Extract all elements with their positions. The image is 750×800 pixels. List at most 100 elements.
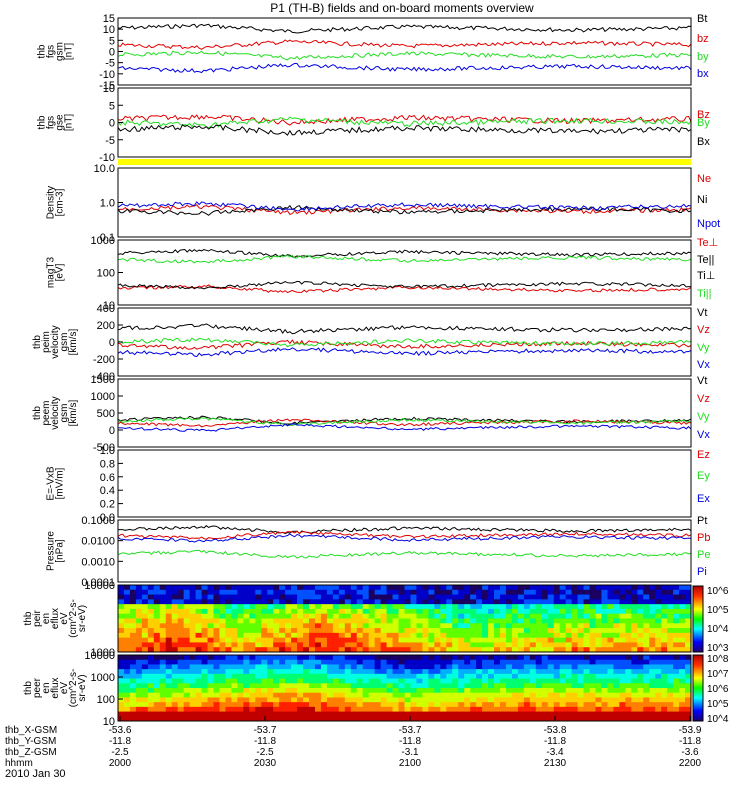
spectrogram-cell <box>535 647 543 653</box>
spectrogram-cell <box>637 632 644 639</box>
spectrogram-cell <box>368 599 376 605</box>
spectrogram-cell <box>458 608 465 615</box>
spectrogram-cell <box>523 678 531 684</box>
spectrogram-cell <box>201 716 208 722</box>
spectrogram-cell <box>679 632 686 639</box>
spectrogram-cell <box>362 647 370 653</box>
spectrogram-cell <box>213 618 220 624</box>
spectrogram-cell <box>607 613 614 619</box>
spectrogram-cell <box>171 599 179 605</box>
y-tick-label: 10 <box>103 24 115 36</box>
spectrogram-cell <box>679 688 686 694</box>
spectrogram-cell <box>613 623 620 629</box>
spectrogram-cell <box>135 613 143 619</box>
spectrogram-cell <box>129 632 137 639</box>
spectrogram-cell <box>649 697 656 703</box>
spectrogram-cell <box>685 697 692 703</box>
y-axis-label: peir <box>32 609 43 626</box>
spectrogram-cell <box>667 585 674 591</box>
spectrogram-cell <box>547 702 555 708</box>
spectrogram-cell <box>505 692 513 698</box>
spectrogram-cell <box>458 678 465 684</box>
spectrogram-cell <box>255 585 262 591</box>
spectrogram-cell <box>589 618 596 624</box>
spectrogram-cell <box>183 706 191 712</box>
spectrogram-cell <box>231 613 238 619</box>
spectrogram-cell <box>183 637 191 643</box>
spectrogram-cell <box>685 702 692 708</box>
spectrogram-cell <box>338 613 346 619</box>
spectrogram-cell <box>404 642 411 648</box>
spectrogram-cell <box>219 688 226 694</box>
spectrogram-cell <box>207 637 214 643</box>
spectrogram-cell <box>422 683 429 689</box>
series-line-2 <box>117 123 692 136</box>
spectrogram-cell <box>565 659 573 665</box>
spectrogram-cell <box>505 702 513 708</box>
spectrogram-cell <box>643 594 650 600</box>
spectrogram-cell <box>273 613 280 619</box>
spectrogram-cell <box>392 664 399 670</box>
spectrogram-cell <box>398 618 405 624</box>
spectrogram-cell <box>123 628 131 634</box>
spectrogram-cell <box>159 594 167 600</box>
spectrogram-cell <box>249 692 256 698</box>
spectrogram-cell <box>511 642 519 648</box>
spectrogram-cell <box>350 678 358 684</box>
spectrogram-cell <box>458 647 465 653</box>
spectrogram-cell <box>183 642 191 648</box>
spectrogram-cell <box>309 637 316 643</box>
spectrogram-cell <box>559 642 567 648</box>
spectrogram-cell <box>649 716 656 722</box>
y-axis-label: [eV] <box>55 263 66 281</box>
spectrogram-cell <box>135 632 143 639</box>
spectrogram-cell <box>529 692 537 698</box>
spectrogram-cell <box>553 711 561 717</box>
spectrogram-cell <box>267 669 274 675</box>
spectrogram-cell <box>446 688 453 694</box>
spectrogram-cell <box>362 628 370 634</box>
spectrogram-cell <box>547 642 555 648</box>
spectrogram-cell <box>637 599 644 605</box>
spectrogram-cell <box>380 608 387 615</box>
spectrogram-cell <box>386 608 393 615</box>
spectrogram-cell <box>261 697 268 703</box>
spectrogram-cell <box>273 669 280 675</box>
y-tick-label: 0.8 <box>100 458 115 470</box>
spectrogram-cell <box>279 589 286 595</box>
spectrogram-cell <box>225 655 232 661</box>
spectrogram-cell <box>428 655 435 661</box>
spectrogram-cell <box>595 623 602 629</box>
series-line-3 <box>117 347 692 358</box>
spectrogram-cell <box>517 702 525 708</box>
spectrogram-cell <box>452 628 459 634</box>
panel-electron_spectrogram: 10000100010010thbpeerenefluxeV(cm^2-s-sr… <box>23 650 692 728</box>
spectrogram-cell <box>219 613 226 619</box>
spectrogram-cell <box>231 673 238 679</box>
spectrogram-cell <box>613 697 620 703</box>
spectrogram-cell <box>255 706 262 712</box>
spectrogram-cell <box>243 632 250 639</box>
spectrogram-cell <box>440 632 447 639</box>
spectrogram-cell <box>213 628 220 634</box>
spectrogram-cell <box>243 655 250 661</box>
spectrogram-cell <box>320 702 328 708</box>
spectrogram-cell <box>625 673 632 679</box>
spectrogram-cell <box>667 608 674 615</box>
spectrogram-cell <box>237 637 244 643</box>
spectrogram-cell <box>559 669 567 675</box>
spectrogram-cell <box>410 608 417 615</box>
spectrogram-cell <box>201 664 208 670</box>
spectrogram-cell <box>511 594 519 600</box>
spectrogram-cell <box>338 702 346 708</box>
colorbar-ion <box>692 585 704 653</box>
spectrogram-cell <box>177 608 185 615</box>
spectrogram-cell <box>422 692 429 698</box>
spectrogram-cell <box>207 659 214 665</box>
spectrogram-cell <box>440 613 447 619</box>
spectrogram-cell <box>231 697 238 703</box>
spectrogram-cell <box>667 673 674 679</box>
spectrogram-cell <box>356 659 364 665</box>
spectrogram-cell <box>291 647 298 653</box>
spectrogram-cell <box>225 594 232 600</box>
